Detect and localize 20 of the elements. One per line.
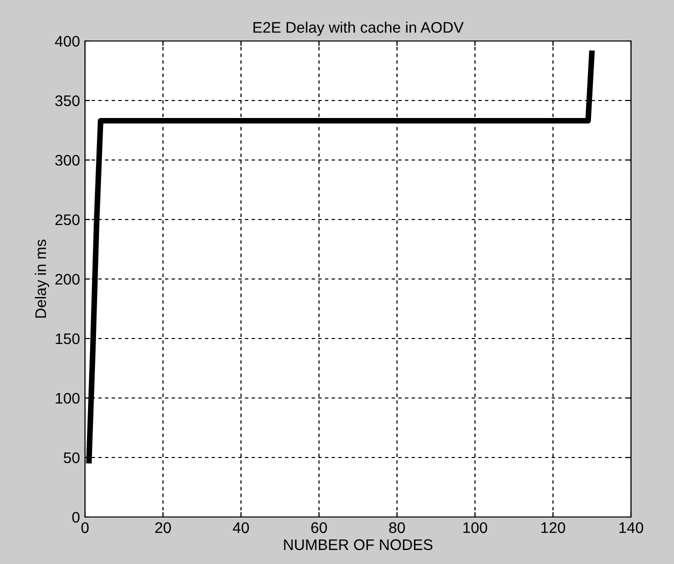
y-tick-label: 50 [64,452,80,464]
x-tick-label: 20 [155,522,171,534]
x-tick-label: 120 [541,522,566,534]
x-tick-label: 140 [619,522,644,534]
y-tick-label: 100 [56,392,80,404]
x-axis-title: NUMBER OF NODES [284,539,432,550]
y-axis-title: Delay in ms [34,240,50,318]
chart-title: E2E Delay with cache in AODV [254,22,464,36]
y-tick-label: 0 [72,512,80,523]
y-tick-label: 150 [56,333,80,344]
y-tick-label: 350 [55,95,80,106]
y-tick-label: 200 [55,274,80,285]
x-tick-label: 100 [463,522,488,534]
x-tick-label: 40 [232,522,249,534]
y-tick-label: 400 [55,36,80,47]
x-tick-label: 60 [311,522,327,534]
y-tick-label: 250 [55,214,80,226]
x-tick-label: 0 [81,522,89,534]
x-tick-label: 80 [389,522,405,534]
y-tick-label: 300 [55,154,80,166]
